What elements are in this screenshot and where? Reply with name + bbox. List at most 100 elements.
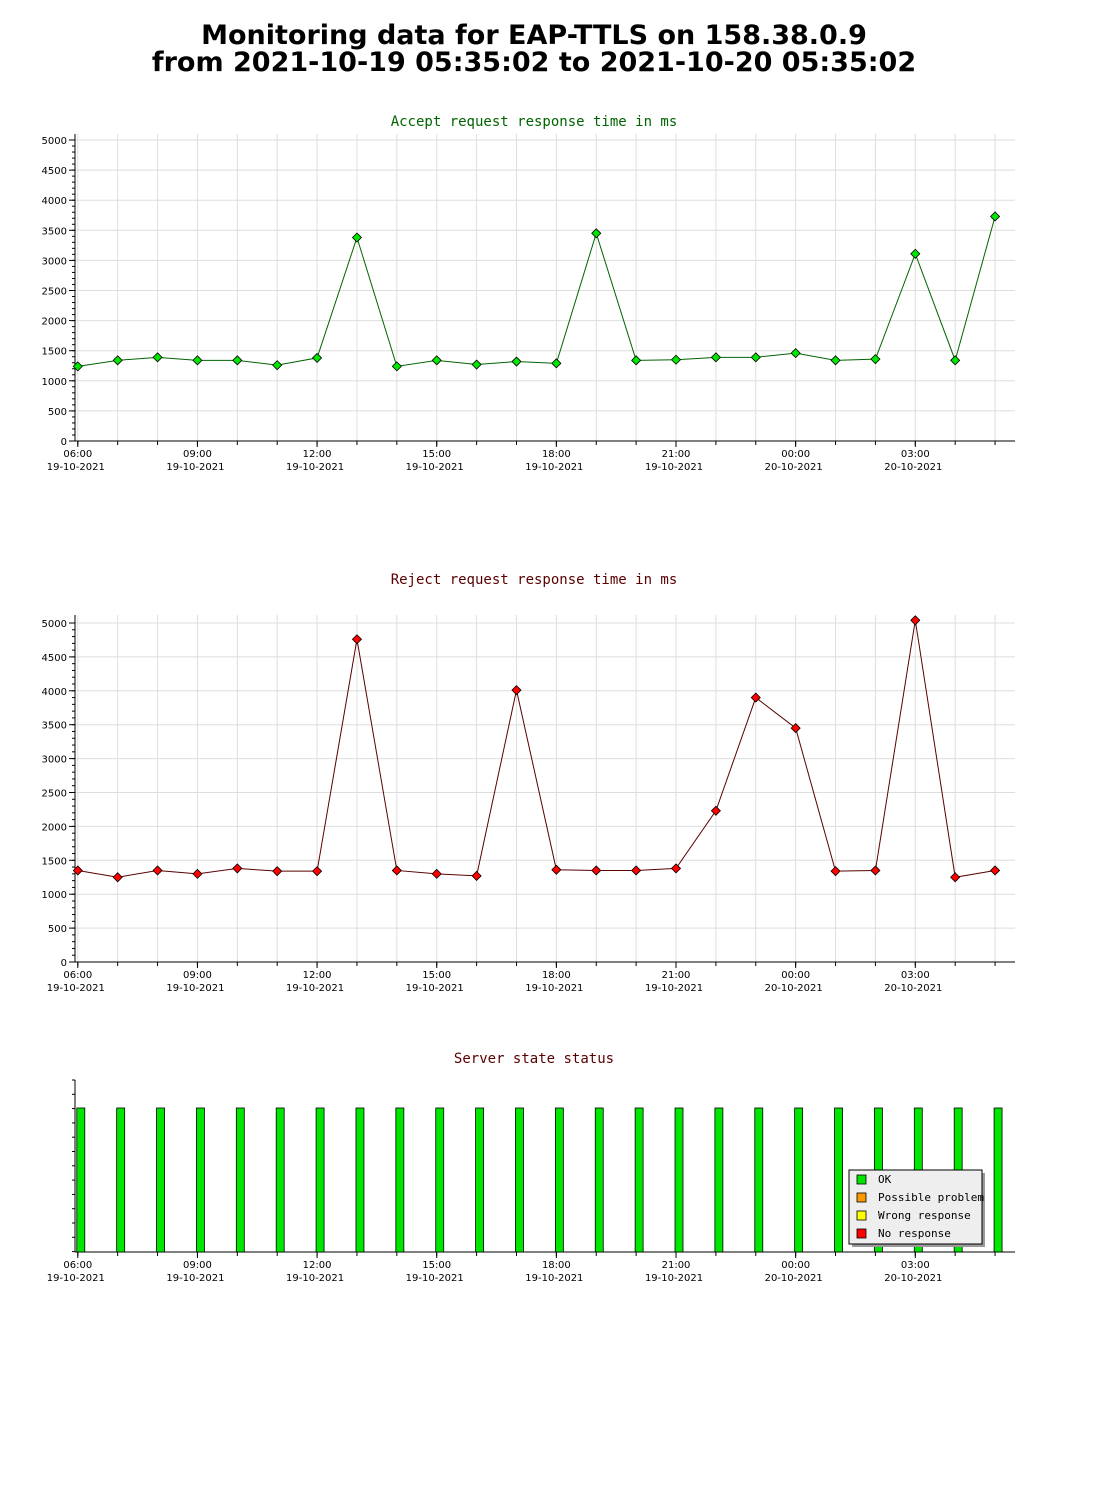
status-x-tick-date: 19-10-2021	[645, 1273, 703, 1284]
page-title: Monitoring data for EAP-TTLS on 158.38.0…	[0, 22, 1068, 76]
accept-series-line	[77, 216, 996, 367]
accept-data-point	[830, 355, 841, 366]
accept-data-point	[591, 228, 602, 239]
reject-y-tick-label: 0	[61, 958, 67, 969]
status-x-tick-time: 12:00	[303, 1260, 332, 1271]
status-state-bar	[315, 1107, 325, 1253]
reject-data-point	[989, 865, 1001, 876]
accept-data-point	[351, 232, 363, 243]
accept-y-tick-label: 1000	[42, 377, 67, 388]
accept-x-tick-time: 09:00	[183, 449, 212, 460]
accept-x-tick-date: 19-10-2021	[166, 462, 224, 473]
accept-data-point	[152, 352, 163, 363]
accept-x-tick-time: 12:00	[303, 449, 332, 460]
reject-x-tick-date: 19-10-2021	[406, 983, 464, 994]
accept-y-tick-label: 3500	[42, 226, 67, 237]
status-x-tick-date: 20-10-2021	[884, 1273, 942, 1284]
status-legend-swatch	[856, 1228, 867, 1239]
status-x-tick-time: 00:00	[781, 1260, 810, 1271]
page-title-line-1: Monitoring data for EAP-TTLS on 158.38.0…	[201, 20, 867, 51]
accept-data-point	[511, 356, 522, 367]
accept-data-point	[112, 355, 123, 366]
accept-y-tick-label: 4500	[42, 166, 67, 177]
reject-data-point	[351, 634, 363, 645]
reject-x-tick-time: 06:00	[63, 970, 92, 981]
status-x-tick-date: 19-10-2021	[47, 1273, 105, 1284]
reject-data-point	[551, 864, 562, 875]
reject-data-point	[790, 723, 801, 734]
status-state-bar	[275, 1107, 285, 1253]
accept-data-point	[471, 359, 482, 370]
status-state-bar	[754, 1107, 764, 1253]
status-legend-swatch	[856, 1192, 867, 1203]
accept-y-tick-label: 500	[48, 407, 67, 418]
accept-y-tick-label: 2500	[42, 287, 67, 298]
reject-data-point	[591, 865, 602, 876]
reject-response-chart: Reject request response time in ms 0 500 10…	[42, 572, 1015, 994]
reject-x-tick-date: 19-10-2021	[47, 983, 105, 994]
status-state-bar	[196, 1107, 205, 1253]
status-state-bar	[76, 1107, 86, 1253]
status-x-tick-time: 06:00	[63, 1260, 92, 1271]
accept-y-tick-label: 0	[61, 437, 67, 448]
reject-y-tick-label: 2000	[42, 822, 67, 833]
reject-x-tick-time: 21:00	[662, 970, 691, 981]
reject-x-tick-date: 19-10-2021	[645, 983, 703, 994]
accept-data-point	[710, 352, 721, 363]
accept-x-tick-date: 20-10-2021	[884, 462, 942, 473]
reject-data-point	[670, 863, 682, 874]
accept-data-point	[272, 360, 283, 371]
accept-x-tick-time: 18:00	[542, 449, 571, 460]
accept-y-tick-label: 3000	[42, 256, 67, 267]
reject-data-point	[910, 615, 921, 626]
reject-data-point	[830, 866, 841, 877]
reject-data-point	[511, 685, 522, 696]
accept-y-tick-label: 2000	[42, 317, 67, 328]
reject-data-point	[72, 865, 83, 876]
accept-x-tick-time: 15:00	[422, 449, 451, 460]
accept-data-point	[551, 358, 562, 369]
reject-x-tick-time: 15:00	[422, 970, 451, 981]
accept-data-point	[870, 354, 881, 365]
status-state-bar	[634, 1107, 644, 1253]
status-legend-label: OK	[878, 1173, 892, 1186]
reject-y-tick-label: 3000	[42, 755, 67, 766]
accept-y-tick-label: 5000	[42, 136, 67, 147]
accept-x-tick-time: 06:00	[63, 449, 92, 460]
accept-data-point	[910, 248, 921, 259]
status-state-bar	[475, 1107, 485, 1253]
status-state-bar	[395, 1107, 405, 1253]
status-x-tick-time: 18:00	[542, 1260, 571, 1271]
accept-data-point	[950, 355, 961, 366]
reject-data-point	[272, 866, 283, 877]
accept-x-tick-date: 20-10-2021	[765, 462, 823, 473]
reject-data-point	[232, 863, 243, 874]
status-legend-swatch	[856, 1210, 867, 1221]
reject-y-tick-label: 4500	[42, 653, 67, 664]
status-state-bar	[116, 1107, 126, 1253]
reject-y-tick-label: 2500	[42, 789, 67, 800]
reject-y-tick-label: 500	[48, 924, 67, 935]
reject-data-point	[391, 865, 402, 876]
reject-data-point	[192, 868, 203, 879]
reject-y-tick-label: 1500	[42, 856, 67, 867]
reject-data-point	[950, 872, 961, 883]
reject-x-tick-time: 09:00	[183, 970, 212, 981]
status-x-tick-date: 20-10-2021	[765, 1273, 823, 1284]
accept-data-point	[431, 355, 442, 366]
status-x-tick-date: 19-10-2021	[286, 1273, 344, 1284]
accept-y-tick-label: 1500	[42, 347, 67, 358]
accept-data-point	[790, 348, 801, 359]
status-state-bar	[435, 1107, 445, 1253]
status-state-bar	[156, 1107, 165, 1253]
accept-data-point	[312, 352, 323, 363]
accept-x-tick-date: 19-10-2021	[47, 462, 105, 473]
accept-y-tick-label: 4000	[42, 196, 67, 207]
status-state-bar	[794, 1107, 804, 1253]
status-x-tick-time: 15:00	[422, 1260, 451, 1271]
accept-data-point	[192, 355, 203, 366]
reject-data-point	[112, 872, 123, 883]
accept-x-tick-date: 19-10-2021	[286, 462, 344, 473]
status-state-bar	[834, 1107, 843, 1253]
reject-x-tick-time: 00:00	[781, 970, 810, 981]
